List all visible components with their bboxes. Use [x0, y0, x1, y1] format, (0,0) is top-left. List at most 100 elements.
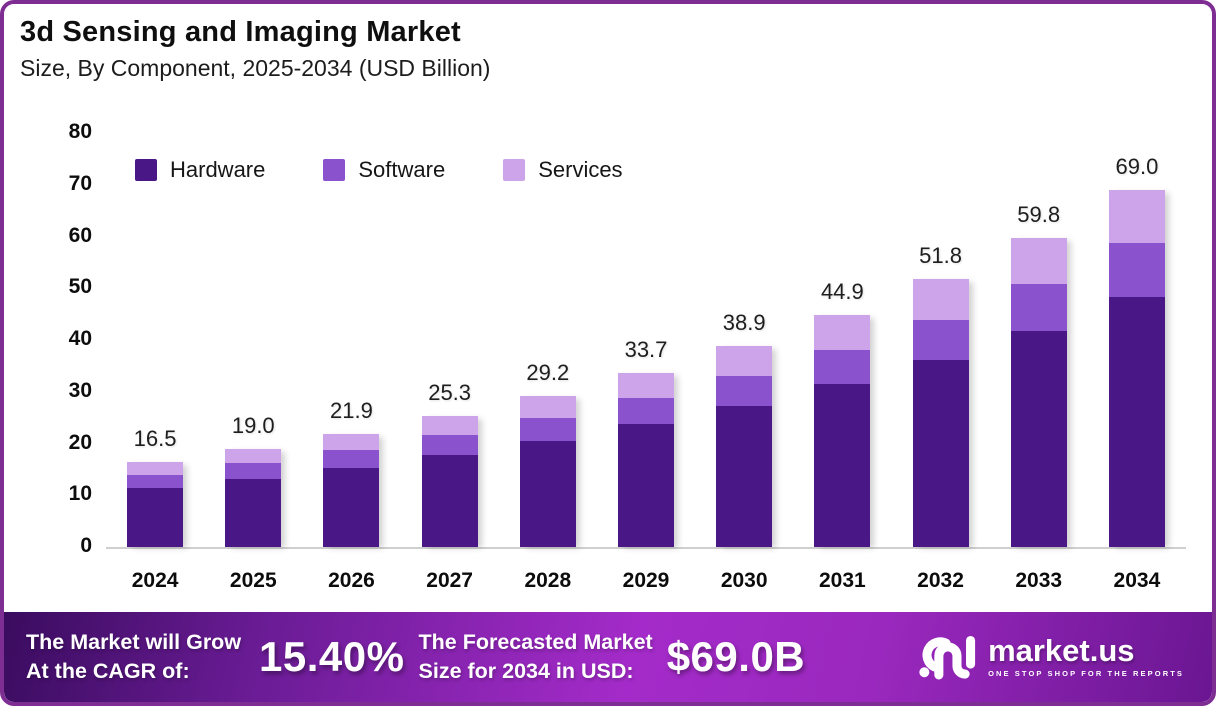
- bar-segment-software: [225, 463, 282, 480]
- legend-label: Software: [358, 157, 446, 182]
- x-axis-label: 2029: [622, 569, 670, 592]
- y-tick-label: 60: [68, 223, 92, 247]
- bar-segment-services: [323, 433, 380, 451]
- cagr-label-line1: The Market will Grow: [26, 630, 242, 654]
- bar-total-label: 33.7: [624, 336, 668, 362]
- bar-total-label: 38.9: [722, 309, 766, 335]
- bar-segment-hardware: [716, 405, 773, 547]
- marketus-logo: market.us ONE STOP SHOP FOR THE REPORTS: [918, 629, 1190, 686]
- bar-segment-services: [618, 372, 674, 399]
- bar-segment-services: [127, 461, 184, 476]
- bar-stack-2028: [519, 395, 576, 547]
- marketus-logo-icon: [918, 629, 976, 686]
- bar-total-label: 19.0: [231, 412, 275, 438]
- bar-segment-hardware: [1010, 330, 1067, 547]
- bar-segment-hardware: [323, 467, 380, 547]
- bar-total-label: 44.9: [820, 278, 864, 304]
- bar-segment-software: [716, 376, 773, 406]
- bar-segment-services: [1108, 189, 1165, 243]
- bar-stack-2025: [225, 448, 282, 547]
- bar-stack-2031: [814, 314, 871, 547]
- bar-total-label: 29.2: [526, 359, 570, 385]
- legend-item-services: Services: [503, 157, 623, 183]
- y-tick-label: 50: [68, 275, 92, 299]
- legend: Hardware Software Services: [135, 157, 623, 183]
- logo-tagline: ONE STOP SHOP FOR THE REPORTS: [988, 669, 1184, 678]
- legend-item-hardware: Hardware: [135, 157, 265, 183]
- bar-stack-2026: [323, 433, 380, 547]
- legend-swatch: [323, 159, 346, 181]
- x-axis-label: 2027: [426, 569, 473, 592]
- bar-stack-2029: [618, 372, 674, 547]
- bar-stack-2027: [421, 416, 478, 547]
- legend-label: Services: [538, 157, 623, 182]
- x-axis-label: 2033: [1015, 569, 1063, 592]
- y-tick-label: 80: [68, 120, 92, 143]
- y-tick-label: 20: [68, 430, 92, 454]
- bar-segment-software: [519, 418, 576, 441]
- bar-segment-services: [912, 278, 969, 321]
- chart-title: 3d Sensing and Imaging Market: [20, 16, 461, 48]
- chart-subtitle: Size, By Component, 2025-2034 (USD Billi…: [20, 55, 491, 81]
- x-axis-label: 2024: [131, 569, 179, 592]
- bar-segment-services: [519, 395, 576, 419]
- legend-swatch: [135, 159, 157, 181]
- cagr-value: 15.40%: [259, 633, 405, 680]
- bar-stack-2024: [127, 461, 184, 547]
- bar-segment-software: [618, 398, 674, 424]
- stacked-bar-chart: 0 10 20 30 40 50 60 70 80 Hardware Software Servic…: [4, 4, 1212, 616]
- y-tick-label: 40: [68, 327, 92, 350]
- bar-segment-hardware: [225, 479, 282, 547]
- bar-total-label: 59.8: [1017, 201, 1061, 227]
- forecast-label: The Forecasted Market Size for 2034 in U…: [419, 628, 653, 686]
- bar-total-label: 69.0: [1115, 153, 1159, 179]
- forecast-value: $69.0B: [666, 633, 806, 680]
- bar-total-label: 16.5: [133, 425, 177, 451]
- y-tick-label: 0: [80, 534, 92, 557]
- logo-name: market.us: [988, 633, 1135, 668]
- bar-segment-services: [716, 345, 773, 377]
- bar-segment-hardware: [519, 440, 576, 547]
- x-axis-label: 2032: [917, 569, 964, 592]
- bar-segment-services: [814, 314, 871, 350]
- legend-swatch: [503, 159, 526, 181]
- y-tick-label: 70: [68, 171, 92, 195]
- bar-stack-2032: [912, 278, 969, 547]
- bar-segment-hardware: [618, 423, 674, 547]
- x-axis-label: 2025: [229, 569, 277, 592]
- bar-total-label: 25.3: [428, 380, 472, 406]
- bar-total-label: 51.8: [919, 242, 962, 268]
- legend-item-software: Software: [323, 157, 445, 183]
- marketus-logo-text: market.us ONE STOP SHOP FOR THE REPORTS: [988, 633, 1184, 678]
- bar-segment-software: [323, 450, 380, 468]
- x-axis-label: 2034: [1113, 569, 1161, 592]
- bar-segment-software: [1010, 284, 1067, 331]
- forecast-label-line2: Size for 2034 in USD:: [418, 659, 634, 683]
- y-tick-label: 30: [68, 378, 92, 402]
- cagr-label-line2: At the CAGR of:: [26, 659, 190, 683]
- forecast-label-line1: The Forecasted Market: [418, 630, 653, 654]
- bar-stack-2034: [1108, 189, 1165, 547]
- x-axis-label: 2026: [328, 569, 375, 592]
- bar-stack-2033: [1010, 237, 1067, 547]
- bar-segment-software: [1108, 242, 1165, 298]
- bar-segment-software: [127, 475, 184, 488]
- footer-banner: The Market will Grow At the CAGR of: 15.…: [4, 612, 1212, 702]
- bar-segment-services: [225, 448, 282, 464]
- bar-segment-software: [421, 435, 478, 455]
- legend-label: Hardware: [170, 157, 266, 182]
- bar-segment-hardware: [421, 454, 478, 547]
- bar-total-label: 21.9: [330, 397, 373, 423]
- bar-segment-services: [421, 416, 478, 436]
- bar-segment-software: [912, 320, 969, 360]
- x-axis-line: [106, 547, 1186, 549]
- x-axis-label: 2031: [819, 569, 866, 592]
- bar-segment-hardware: [127, 488, 184, 547]
- bar-stack-2030: [716, 345, 773, 547]
- y-tick-label: 10: [68, 482, 92, 506]
- bar-segment-software: [814, 349, 871, 384]
- x-axis-label: 2030: [720, 569, 768, 592]
- x-axis-label: 2028: [524, 569, 572, 592]
- chart-header: 3d Sensing and Imaging Market Size, By C…: [20, 16, 490, 82]
